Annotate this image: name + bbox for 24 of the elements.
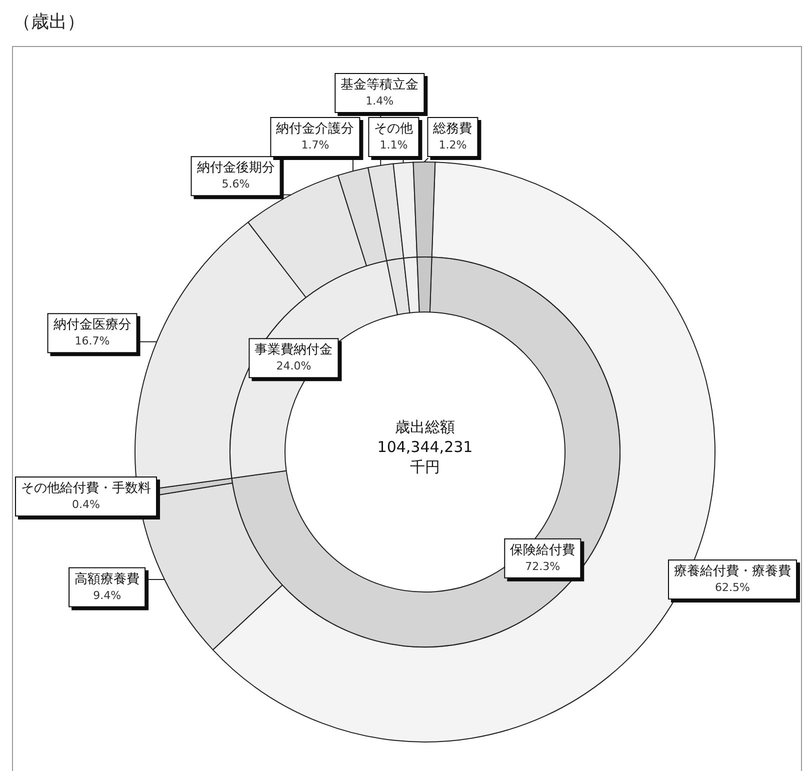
text: （歳出） bbox=[13, 12, 85, 32]
data-label: 1.4% bbox=[366, 94, 394, 108]
text: 歳出総額 104,344,231 千円 bbox=[377, 418, 473, 476]
data-label: 9.4% bbox=[93, 588, 122, 602]
data-label: 1.2% bbox=[438, 138, 467, 152]
slice-label: 納付金医療分 bbox=[53, 318, 132, 333]
slice-label: その他 bbox=[374, 122, 414, 136]
slice-label: 基金等積立金 bbox=[340, 76, 419, 92]
data-label: 5.6% bbox=[222, 178, 250, 191]
slice-label: その他給付費・手数料 bbox=[21, 481, 151, 496]
data-label: 0.4% bbox=[72, 498, 100, 511]
data-label: 16.7% bbox=[74, 334, 110, 348]
data-label: 72.3% bbox=[525, 560, 560, 573]
slice-label: 療養給付費・療養費 bbox=[674, 564, 791, 580]
data-label: 62.5% bbox=[715, 581, 750, 594]
slice-label: 高額療養費 bbox=[74, 570, 140, 587]
data-label: 1.1% bbox=[380, 138, 408, 152]
slice-label: 総務費 bbox=[432, 122, 472, 136]
slice-label: 納付金後期分 bbox=[196, 160, 275, 176]
slice-label: 保険給付費 bbox=[510, 542, 576, 558]
slice-label: 事業費納付金 bbox=[254, 342, 333, 358]
slice-label: 納付金介護分 bbox=[276, 122, 354, 136]
data-label: 24.0% bbox=[276, 360, 312, 373]
data-label: 1.7% bbox=[301, 138, 330, 152]
